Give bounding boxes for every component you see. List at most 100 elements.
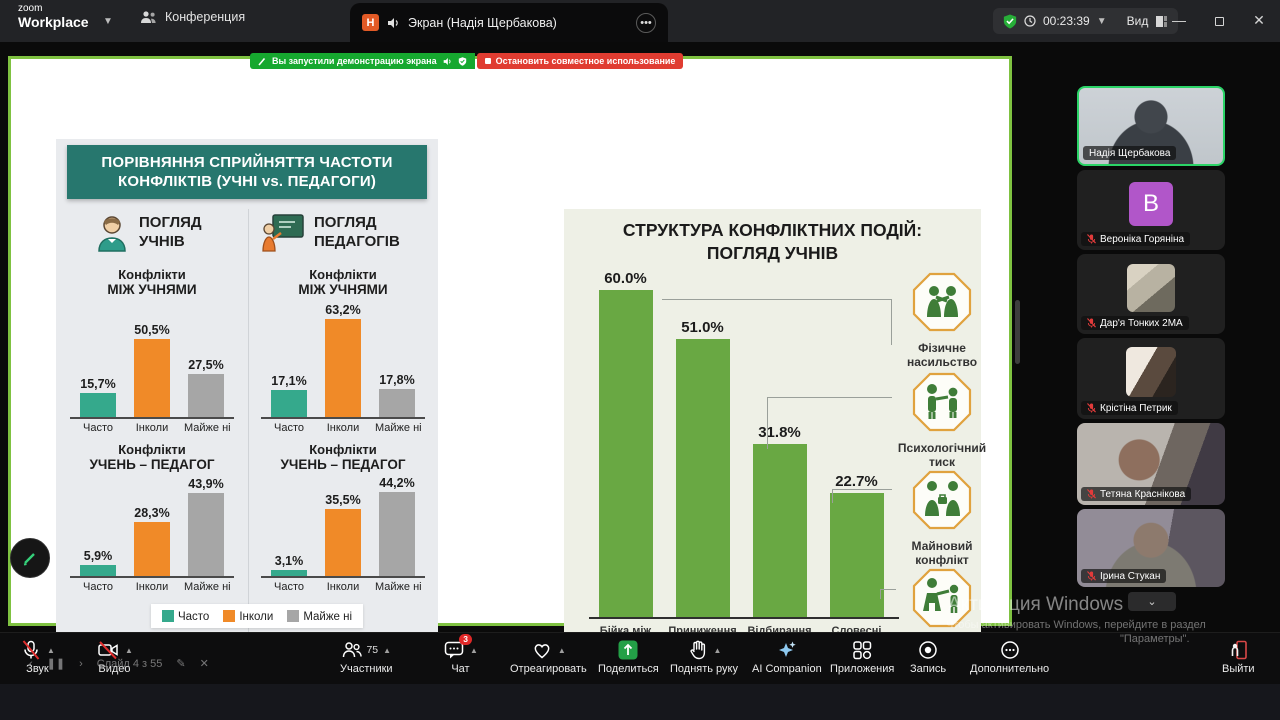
pen-icon[interactable]: ✎	[176, 658, 186, 670]
chart-students-pupil-teacher: Конфлікти УЧЕНЬ – ПЕДАГОГ 5,9% 28,3% 43,…	[63, 442, 241, 593]
participant-video-tetiana[interactable]: Тетяна Краснікова	[1077, 423, 1225, 505]
active-tab-title: Экран (Надія Щербакова)	[408, 15, 557, 30]
sparkle-icon	[778, 641, 796, 657]
muted-mic-icon	[1087, 489, 1096, 499]
chevron-down-icon[interactable]: ▼	[1096, 15, 1107, 27]
participant-tile-veronika[interactable]: B Вероніка Горяніна	[1077, 170, 1225, 250]
record-button[interactable]: Запись	[910, 638, 946, 675]
meeting-timer: 00:23:39	[1043, 14, 1090, 28]
chart-legend: Часто Інколи Майже ні	[151, 604, 363, 628]
legend-swatch-sometimes	[223, 609, 236, 622]
chevron-down-icon[interactable]: ▼	[103, 16, 113, 27]
participant-video-iryna[interactable]: Ірина Стукан	[1077, 509, 1225, 587]
ai-companion-button[interactable]: AI Companion	[752, 638, 822, 675]
record-icon	[919, 641, 937, 659]
chat-icon	[444, 641, 464, 659]
chat-badge: 3	[459, 634, 472, 645]
participant-name: Вероніка Горяніна	[1081, 232, 1191, 246]
annotate-button[interactable]	[10, 538, 50, 578]
windows-activation-hint2: "Параметры".	[1120, 633, 1190, 645]
window-titlebar: zoom Workplace ▼ Конференция H Экран (На…	[0, 0, 1280, 42]
participant-video-nadiia[interactable]: Надія Щербакова	[1077, 86, 1225, 166]
chevron-up-icon[interactable]: ▲	[47, 645, 55, 655]
bar-often	[80, 565, 116, 576]
slide-left-title: ПОРІВНЯННЯ СПРИЙНЯТТЯ ЧАСТОТИ КОНФЛІКТІВ…	[67, 145, 427, 199]
apps-button[interactable]: Приложения	[830, 638, 894, 675]
bar-sometimes	[134, 522, 170, 576]
windows-activation-hint: Чтобы активировать Windows, перейдите в …	[946, 619, 1206, 631]
share-screen-button[interactable]: Поделиться	[598, 638, 659, 675]
collapse-participants-button[interactable]: ⌄	[1128, 592, 1176, 611]
stop-share-label: Остановить совместное использование	[495, 56, 676, 66]
previous-slide-icon[interactable]: ‹	[29, 657, 33, 670]
mic-muted-icon	[22, 640, 40, 660]
chevron-up-icon[interactable]: ▲	[470, 645, 478, 655]
bar-sometimes	[134, 339, 170, 417]
participants-button[interactable]: 75 ▲ Участники	[340, 638, 393, 675]
minimize-button[interactable]: —	[1172, 12, 1186, 28]
bar-often	[80, 393, 116, 417]
windows-taskbar: Поиск B M	[0, 684, 1280, 720]
column-divider	[248, 209, 249, 671]
conference-tab-label: Конференция	[165, 10, 246, 24]
participant-name: Крістіна Петрик	[1081, 401, 1178, 415]
security-shield-icon	[1003, 14, 1017, 28]
chevron-up-icon[interactable]: ▲	[557, 645, 566, 655]
leave-button[interactable]: Выйти	[1222, 638, 1255, 675]
pencil-icon	[23, 553, 35, 566]
next-slide-icon[interactable]: ›	[79, 657, 83, 670]
view-button-label[interactable]: Вид	[1126, 14, 1149, 28]
raise-hand-icon	[689, 640, 705, 660]
apps-icon	[853, 641, 872, 660]
camera-muted-icon	[98, 641, 118, 660]
participant-tile-daria[interactable]: Дар'я Тонких 2МА	[1077, 254, 1225, 334]
bar-often	[271, 390, 307, 417]
pencil-icon	[258, 57, 266, 66]
slide-counter: Слайд 4 з 55	[96, 657, 163, 670]
tab-conference[interactable]: Конференция	[140, 10, 245, 24]
restore-button[interactable]	[1208, 13, 1230, 29]
chevron-up-icon[interactable]: ▲	[713, 645, 722, 655]
psychological-pressure-icon	[912, 372, 972, 432]
stop-share-button[interactable]: Остановить совместное использование	[476, 53, 684, 69]
icon-psychological-pressure: Психологічний тиск	[886, 371, 998, 470]
bar-almost-never	[188, 374, 224, 417]
exit-slideshow-icon[interactable]: ✕	[199, 658, 209, 670]
icon-physical-violence: Фізичне насильство	[886, 271, 998, 370]
react-button[interactable]: ▲ Отреагировать	[510, 638, 587, 675]
close-button[interactable]: ✕	[1253, 12, 1265, 28]
video-button[interactable]: ▲ Видео	[96, 638, 133, 675]
audio-button[interactable]: ▲ Звук	[20, 638, 55, 675]
pause-icon[interactable]: ❚❚	[46, 658, 66, 670]
teacher-icon	[262, 214, 304, 252]
legend-swatch-almost-never	[287, 609, 300, 622]
people-icon	[141, 11, 156, 23]
participant-name: Тетяна Краснікова	[1081, 487, 1192, 501]
bar-sometimes	[325, 509, 361, 576]
participants-count: 75	[366, 644, 379, 656]
physical-violence-icon	[912, 272, 972, 332]
sharing-status: Вы запустили демонстрацию экрана	[250, 53, 475, 69]
bar-humiliation	[675, 339, 730, 617]
tab-screen-share[interactable]: H Экран (Надія Щербакова) •••	[350, 3, 668, 42]
bar-sometimes	[325, 319, 361, 417]
scrollbar[interactable]	[1015, 300, 1020, 364]
more-button[interactable]: Дополнительно	[970, 638, 1049, 675]
slideshow-controls: ‹ ❚❚ › Слайд 4 з 55 ✎ ✕	[29, 657, 209, 671]
meeting-info-pill[interactable]: 00:23:39 ▼ Вид	[993, 8, 1179, 34]
raise-hand-button[interactable]: ▲ Поднять руку	[670, 638, 738, 675]
chat-button[interactable]: 3 ▲ Чат	[443, 634, 478, 675]
participants-icon	[343, 642, 363, 658]
leave-icon	[1231, 640, 1248, 660]
muted-mic-icon	[1087, 234, 1096, 244]
tab-options-icon[interactable]: •••	[636, 12, 656, 33]
chevron-up-icon[interactable]: ▲	[383, 645, 392, 655]
participant-tile-kristina[interactable]: Крістіна Петрик	[1077, 338, 1225, 419]
slide-right-title: СТРУКТУРА КОНФЛІКТНИХ ПОДІЙ: ПОГЛЯД УЧНІ…	[622, 220, 923, 263]
screen-share-banner: Вы запустили демонстрацию экрана Останов…	[250, 53, 684, 69]
chevron-up-icon[interactable]: ▲	[125, 645, 133, 655]
avatar: B	[1129, 181, 1173, 226]
sharing-message: Вы запустили демонстрацию экрана	[272, 56, 437, 66]
windows-activation-watermark: Активация Windows	[948, 594, 1124, 615]
